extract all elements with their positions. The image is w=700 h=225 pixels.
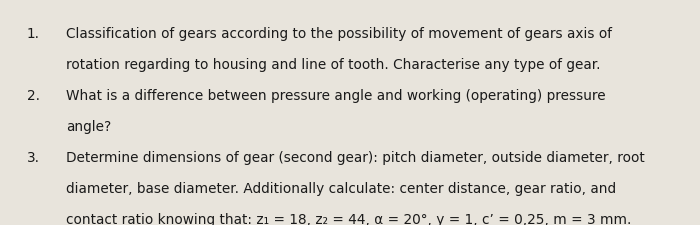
Text: 3.: 3. bbox=[27, 151, 40, 165]
Text: Classification of gears according to the possibility of movement of gears axis o: Classification of gears according to the… bbox=[66, 27, 612, 41]
Text: What is a difference between pressure angle and working (operating) pressure: What is a difference between pressure an… bbox=[66, 89, 606, 103]
Text: 1.: 1. bbox=[27, 27, 40, 41]
Text: contact ratio knowing that: z₁ = 18, z₂ = 44, α = 20°, y = 1, cʼ = 0,25, m = 3 m: contact ratio knowing that: z₁ = 18, z₂ … bbox=[66, 213, 632, 225]
Text: diameter, base diameter. Additionally calculate: center distance, gear ratio, an: diameter, base diameter. Additionally ca… bbox=[66, 182, 617, 196]
Text: rotation regarding to housing and line of tooth. Characterise any type of gear.: rotation regarding to housing and line o… bbox=[66, 58, 601, 72]
Text: angle?: angle? bbox=[66, 120, 112, 134]
Text: Determine dimensions of gear (second gear): pitch diameter, outside diameter, ro: Determine dimensions of gear (second gea… bbox=[66, 151, 645, 165]
Text: 2.: 2. bbox=[27, 89, 40, 103]
